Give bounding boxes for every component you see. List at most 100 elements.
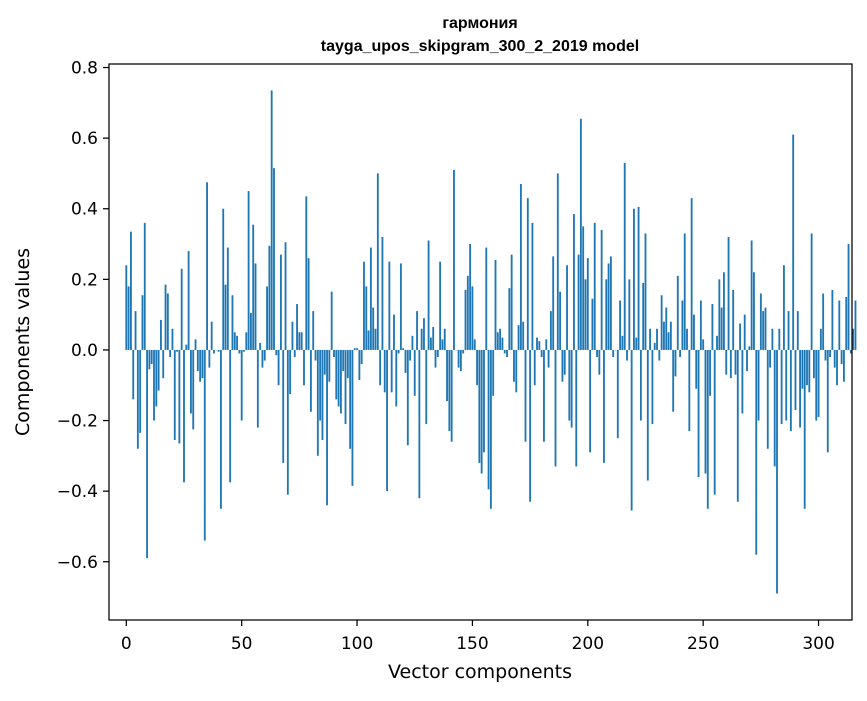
bar-component-46 bbox=[232, 295, 234, 350]
bar-component-31 bbox=[197, 350, 199, 371]
bar-component-108 bbox=[375, 329, 377, 350]
bar-component-235 bbox=[668, 332, 670, 350]
bar-component-251 bbox=[705, 350, 707, 474]
bar-component-196 bbox=[578, 255, 580, 350]
bar-component-249 bbox=[700, 301, 702, 350]
bar-component-264 bbox=[735, 350, 737, 375]
bar-component-116 bbox=[393, 315, 395, 350]
bar-component-129 bbox=[423, 318, 425, 350]
bar-component-70 bbox=[287, 350, 289, 495]
bar-component-3 bbox=[132, 350, 134, 399]
bar-component-148 bbox=[467, 276, 469, 350]
bar-component-184 bbox=[550, 311, 552, 350]
bar-component-74 bbox=[296, 304, 298, 350]
bar-component-53 bbox=[248, 191, 250, 350]
bar-component-161 bbox=[497, 332, 499, 350]
bar-component-23 bbox=[178, 350, 180, 444]
bar-component-5 bbox=[137, 350, 139, 449]
bar-component-8 bbox=[144, 223, 146, 350]
bar-component-239 bbox=[677, 276, 679, 350]
bar-component-172 bbox=[522, 322, 524, 350]
y-tick-label: 0.0 bbox=[71, 341, 98, 361]
bar-component-130 bbox=[425, 350, 427, 424]
bar-component-37 bbox=[211, 322, 213, 350]
bar-component-149 bbox=[469, 244, 471, 350]
bar-component-220 bbox=[633, 209, 635, 350]
bar-component-224 bbox=[642, 283, 644, 350]
bar-component-175 bbox=[529, 350, 531, 502]
bar-component-100 bbox=[356, 348, 358, 350]
bar-component-50 bbox=[241, 350, 243, 421]
bar-component-120 bbox=[402, 348, 404, 350]
bar-component-66 bbox=[278, 350, 280, 385]
bar-component-316 bbox=[855, 301, 857, 350]
bar-component-144 bbox=[458, 350, 460, 368]
bar-component-92 bbox=[338, 350, 340, 406]
bar-component-284 bbox=[781, 350, 783, 424]
bar-component-310 bbox=[841, 350, 843, 364]
bar-component-222 bbox=[638, 207, 640, 350]
bar-component-132 bbox=[430, 338, 432, 350]
bar-component-252 bbox=[707, 350, 709, 509]
bar-component-308 bbox=[836, 350, 838, 385]
bar-component-75 bbox=[298, 332, 300, 350]
bar-component-261 bbox=[728, 237, 730, 350]
y-tick-label: −0.2 bbox=[57, 412, 98, 432]
bar-component-179 bbox=[538, 341, 540, 350]
bar-component-147 bbox=[465, 290, 467, 350]
x-tick-label: 150 bbox=[456, 634, 488, 654]
bar-component-69 bbox=[285, 242, 287, 350]
bar-component-26 bbox=[185, 345, 187, 350]
bar-component-305 bbox=[829, 350, 831, 357]
bar-component-56 bbox=[255, 263, 257, 349]
bar-component-170 bbox=[518, 325, 520, 350]
bar-component-237 bbox=[672, 350, 674, 412]
bar-component-99 bbox=[354, 348, 356, 350]
bar-component-276 bbox=[762, 311, 764, 350]
bar-component-192 bbox=[568, 350, 570, 421]
bar-component-80 bbox=[310, 350, 312, 412]
bar-component-7 bbox=[142, 295, 144, 350]
bar-component-110 bbox=[379, 350, 381, 385]
bar-component-256 bbox=[716, 336, 718, 350]
bar-component-64 bbox=[273, 168, 275, 350]
bar-component-21 bbox=[174, 350, 176, 440]
bar-component-214 bbox=[619, 301, 621, 350]
bar-component-176 bbox=[531, 223, 533, 350]
bar-component-271 bbox=[751, 241, 753, 350]
bar-component-58 bbox=[259, 343, 261, 350]
bar-component-210 bbox=[610, 256, 612, 350]
bar-component-11 bbox=[151, 350, 153, 364]
bar-component-226 bbox=[647, 350, 649, 481]
bar-component-85 bbox=[322, 350, 324, 440]
bar-component-299 bbox=[815, 350, 817, 421]
bar-component-296 bbox=[808, 350, 810, 392]
bar-component-117 bbox=[395, 350, 397, 406]
bar-component-204 bbox=[596, 350, 598, 357]
bar-component-49 bbox=[238, 350, 240, 354]
bar-component-36 bbox=[208, 350, 210, 368]
bar-component-273 bbox=[755, 350, 757, 555]
bar-component-35 bbox=[206, 182, 208, 350]
bar-component-208 bbox=[605, 279, 607, 350]
bar-component-167 bbox=[511, 255, 513, 350]
bar-component-205 bbox=[598, 350, 600, 375]
bar-component-79 bbox=[308, 258, 310, 350]
bar-component-216 bbox=[624, 163, 626, 350]
bar-component-67 bbox=[280, 255, 282, 350]
bar-component-89 bbox=[331, 292, 333, 350]
bar-component-73 bbox=[294, 350, 296, 357]
bar-component-102 bbox=[361, 350, 363, 364]
bar-component-241 bbox=[681, 301, 683, 350]
bar-component-97 bbox=[349, 350, 351, 449]
bar-component-109 bbox=[377, 173, 379, 350]
bar-component-52 bbox=[245, 332, 247, 350]
bar-component-153 bbox=[478, 350, 480, 463]
bar-component-298 bbox=[813, 350, 815, 378]
bar-component-217 bbox=[626, 350, 628, 361]
bar-component-189 bbox=[561, 350, 563, 382]
bar-component-277 bbox=[765, 308, 767, 350]
bar-component-233 bbox=[663, 322, 665, 350]
bar-component-77 bbox=[303, 350, 305, 385]
